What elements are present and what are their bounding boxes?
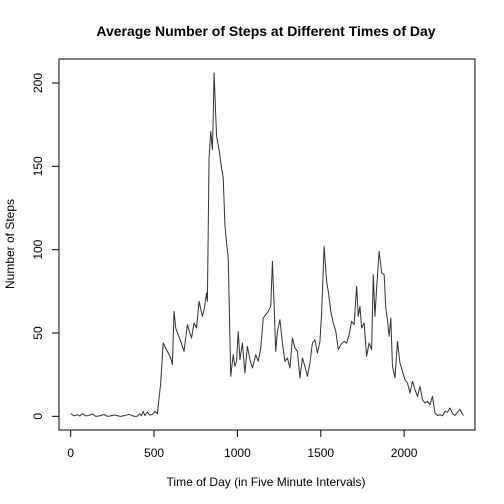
y-tick-label: 100 <box>31 239 45 259</box>
x-axis: 0 500 1000 1500 2000 <box>67 430 418 460</box>
y-tick-label: 150 <box>31 156 45 176</box>
x-tick-label: 2000 <box>391 446 418 460</box>
plot-frame <box>58 58 476 431</box>
x-tick-label: 0 <box>67 446 74 460</box>
series-line <box>70 72 464 417</box>
x-axis-label: Time of Day (in Five Minute Intervals) <box>167 475 366 489</box>
y-axis: 0 50 100 150 200 <box>31 73 59 420</box>
x-tick-label: 1500 <box>307 446 334 460</box>
y-tick-label: 0 <box>31 413 45 420</box>
chart-title: Average Number of Steps at Different Tim… <box>96 23 435 39</box>
y-tick-label: 200 <box>31 73 45 93</box>
x-tick-label: 1000 <box>224 446 251 460</box>
y-axis-label: Number of Steps <box>3 199 17 289</box>
x-tick-label: 500 <box>144 446 164 460</box>
y-tick-label: 50 <box>31 326 45 340</box>
